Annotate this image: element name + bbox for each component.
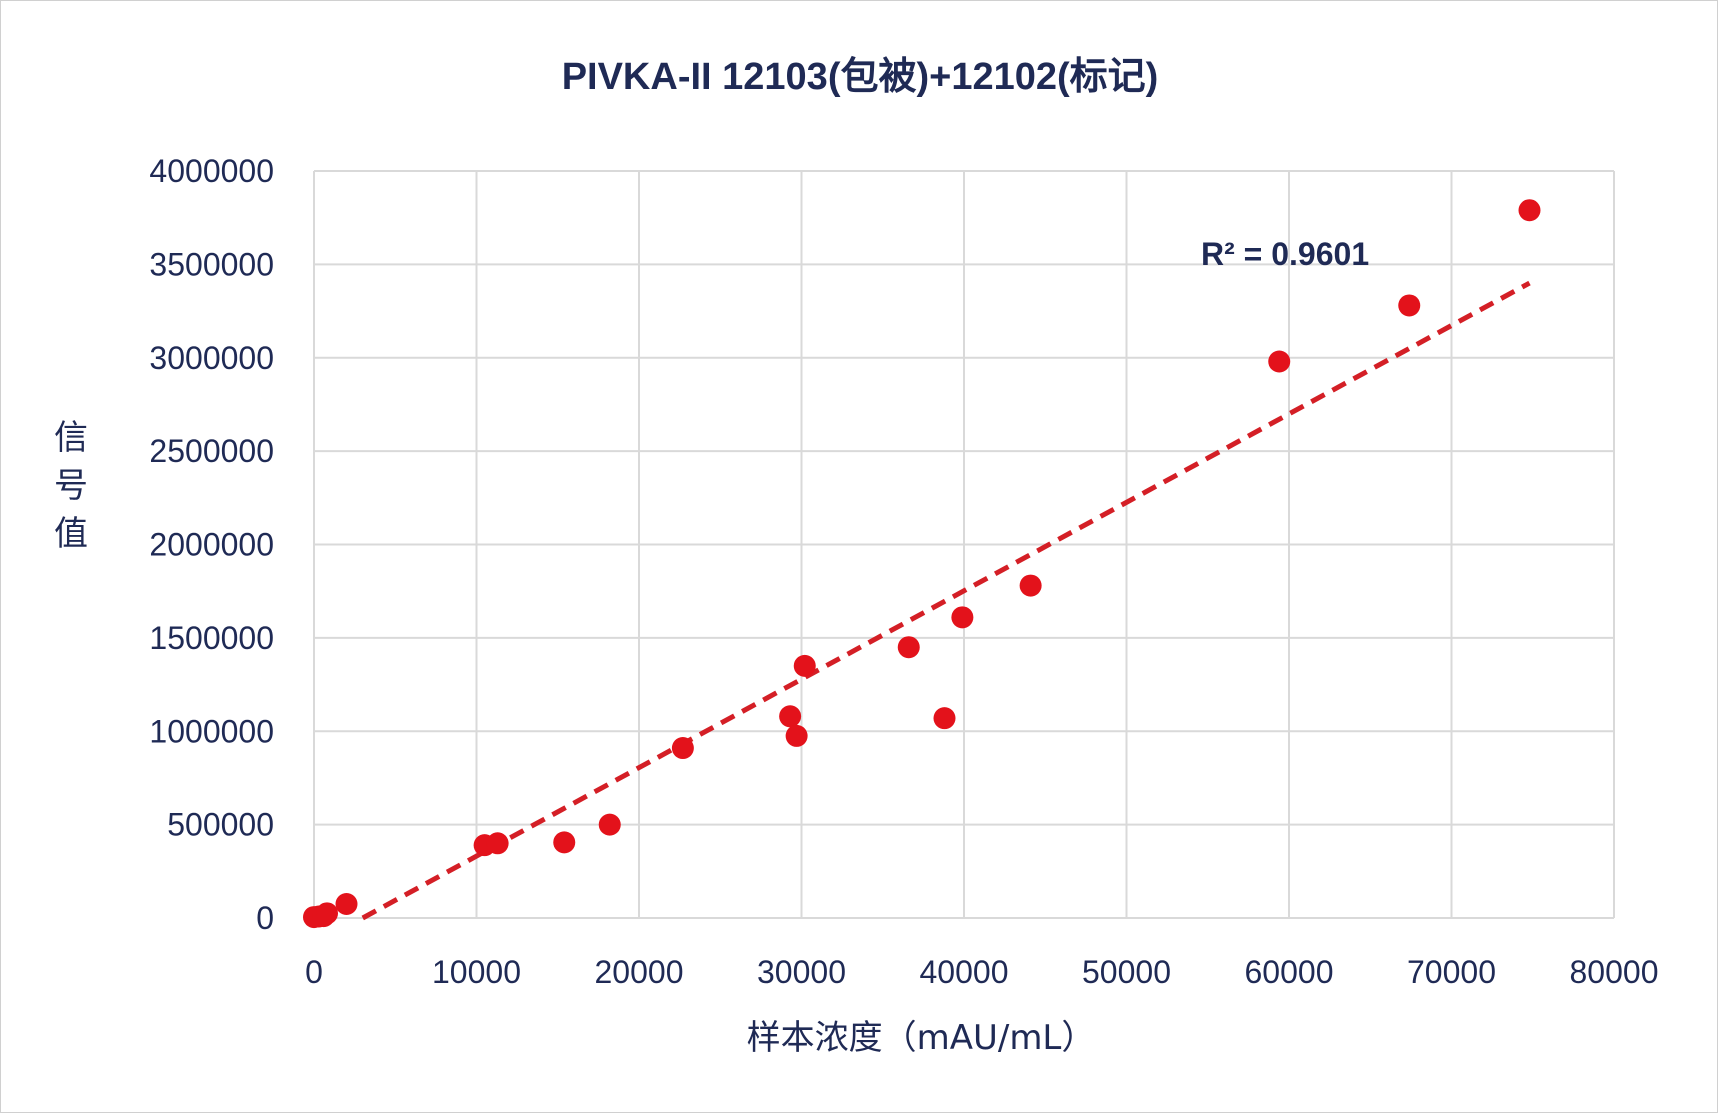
chart-title: PIVKA-II 12103(包被)+12102(标记) xyxy=(562,56,1159,98)
y-axis-label: 信号值 xyxy=(54,418,88,554)
data-point xyxy=(1398,294,1421,317)
y-tick-label: 2000000 xyxy=(149,527,274,563)
y-tick-label: 1500000 xyxy=(149,620,274,656)
data-point xyxy=(951,606,974,629)
x-tick-label: 0 xyxy=(305,954,323,990)
data-point xyxy=(598,813,621,836)
data-point xyxy=(335,892,358,915)
data-point xyxy=(1268,350,1291,373)
x-tick-label: 50000 xyxy=(1082,954,1171,990)
data-point xyxy=(933,707,956,730)
data-point xyxy=(553,831,576,854)
y-tick-label: 500000 xyxy=(167,807,274,843)
data-points xyxy=(303,199,1541,929)
y-tick-label: 3000000 xyxy=(149,340,274,376)
r-squared-label: R² = 0.9601 xyxy=(1201,236,1369,272)
x-axis-label: 样本浓度（mAU/mL） xyxy=(747,1018,1096,1058)
data-point xyxy=(671,737,694,760)
data-point xyxy=(1518,199,1541,222)
x-tick-label: 20000 xyxy=(595,954,684,990)
x-tick-label: 40000 xyxy=(920,954,1009,990)
x-tick-label: 60000 xyxy=(1245,954,1334,990)
data-point xyxy=(1019,574,1042,597)
grid-lines xyxy=(313,170,1615,919)
trendline-segment xyxy=(361,280,1531,921)
y-tick-label: 3500000 xyxy=(149,246,274,282)
y-tick-label: 1000000 xyxy=(149,713,274,749)
data-point xyxy=(779,705,802,728)
x-tick-label: 70000 xyxy=(1407,954,1496,990)
y-tick-label: 2500000 xyxy=(149,433,274,469)
axes: 0500000100000015000002000000250000030000… xyxy=(149,153,1658,990)
x-tick-label: 80000 xyxy=(1570,954,1659,990)
trendline xyxy=(361,280,1531,921)
data-point xyxy=(793,654,816,677)
data-point xyxy=(486,832,509,855)
data-point xyxy=(785,724,808,747)
y-tick-label: 4000000 xyxy=(149,153,274,189)
x-tick-label: 10000 xyxy=(432,954,521,990)
data-point xyxy=(897,636,920,659)
data-point xyxy=(316,902,338,925)
y-tick-label: 0 xyxy=(256,900,274,936)
x-tick-label: 30000 xyxy=(757,954,846,990)
